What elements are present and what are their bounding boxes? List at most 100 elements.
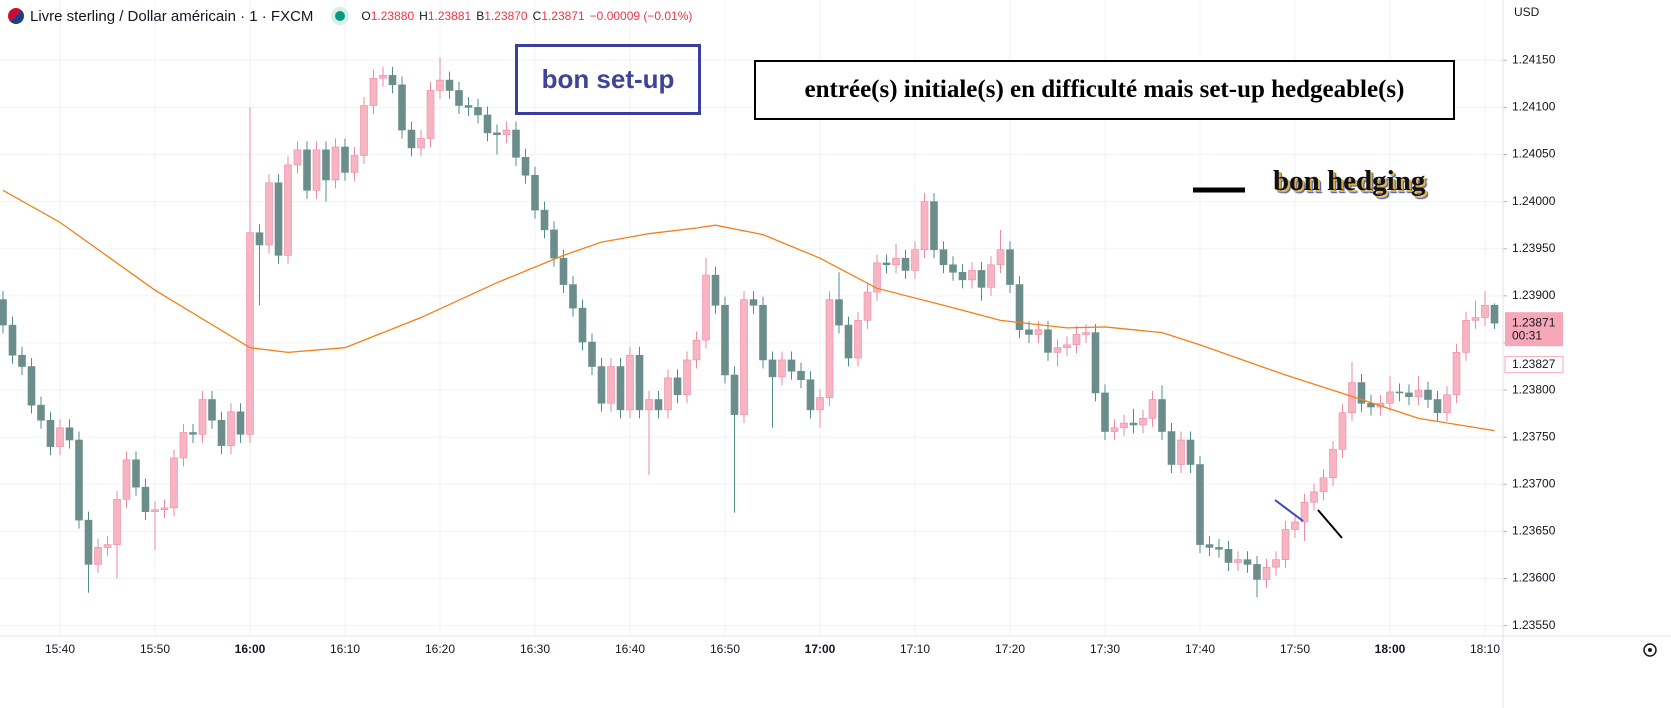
candle-body — [1139, 418, 1147, 426]
candle-body — [483, 114, 492, 134]
candle-body — [873, 262, 881, 293]
candle-body — [645, 399, 653, 411]
last-price-box — [1505, 312, 1563, 347]
candle-body — [521, 157, 530, 176]
candles — [0, 57, 1499, 598]
y-tick-label: 1.24050 — [1512, 147, 1556, 161]
candle-body — [1253, 564, 1261, 580]
candle-body — [1405, 392, 1413, 397]
x-tick-label: 16:10 — [330, 642, 360, 656]
candle-body — [122, 459, 131, 500]
candle-body — [303, 149, 311, 191]
quote-low: B1.23870 — [476, 9, 527, 23]
quote-value: 1.23871 — [541, 9, 585, 23]
candle-body — [949, 264, 957, 273]
candle-body — [1310, 491, 1318, 503]
symbol-icon — [8, 8, 24, 24]
candle-body — [37, 404, 45, 421]
candle-body — [236, 411, 245, 435]
candle-body — [540, 209, 549, 231]
settings-icon[interactable] — [1643, 643, 1657, 657]
candle-body — [1386, 391, 1394, 404]
y-tick-label: 1.23650 — [1512, 524, 1556, 538]
candle-body — [958, 272, 967, 281]
candle-body — [1053, 347, 1062, 353]
candle-body — [512, 129, 520, 158]
candle-body — [1205, 544, 1214, 548]
candle-body — [1196, 464, 1204, 545]
candle-body — [1462, 320, 1470, 353]
candle-body — [360, 105, 368, 156]
x-tick-label: 17:40 — [1185, 642, 1215, 656]
x-tick-label: 17:50 — [1280, 642, 1310, 656]
candle-body — [1015, 284, 1024, 331]
candle-body — [208, 399, 216, 421]
candle-body — [968, 270, 976, 281]
candle-body — [1034, 329, 1043, 335]
candle-body — [502, 129, 511, 136]
candle-body — [227, 411, 235, 446]
candle-body — [436, 79, 444, 91]
candle-body — [892, 257, 900, 266]
candle-body — [1272, 559, 1280, 568]
candle-body — [654, 399, 663, 411]
candle-body — [293, 149, 302, 166]
quote-key: O — [361, 9, 371, 23]
candle-body — [1158, 399, 1166, 432]
marker-price-box — [1504, 356, 1564, 374]
candle-body — [417, 138, 425, 149]
candle-body — [132, 459, 140, 488]
candle-body — [1443, 394, 1451, 413]
candle-body — [920, 201, 929, 250]
candle-body — [1319, 477, 1328, 493]
candle-body — [1082, 332, 1090, 335]
x-tick-label: 18:00 — [1375, 642, 1406, 656]
x-tick-label: 16:50 — [710, 642, 740, 656]
candle-body — [901, 257, 910, 271]
candle-body — [56, 427, 64, 447]
candle-body — [322, 149, 330, 181]
candle-body — [692, 339, 701, 361]
candle-body — [8, 324, 17, 356]
candle-body — [398, 84, 406, 131]
candle-body — [455, 90, 463, 106]
quote-open: O1.23880 — [361, 9, 414, 23]
candle-body — [844, 324, 853, 359]
quote-close: C1.23871 — [533, 9, 585, 23]
candle-body — [445, 79, 454, 91]
candle-body — [768, 359, 777, 378]
candle-body — [474, 107, 482, 116]
quote-key: B — [476, 9, 485, 23]
x-tick-label: 17:10 — [900, 642, 930, 656]
candle-body — [1091, 332, 1100, 394]
candle-body — [1300, 501, 1309, 523]
candle-body — [1424, 389, 1432, 400]
candle-body — [1177, 439, 1185, 465]
settings-icon-center — [1648, 648, 1652, 652]
candle-body — [1044, 329, 1052, 353]
candle-body — [1224, 549, 1233, 563]
candle-body — [626, 354, 634, 411]
last-price-label: 1.23871 — [1512, 315, 1556, 329]
candle-body — [388, 75, 397, 86]
setup-annotation: bon set-up — [515, 44, 701, 115]
candle-body — [607, 366, 615, 404]
candle-body — [616, 366, 625, 411]
candle-body — [1395, 391, 1404, 394]
x-tick-label: 18:10 — [1470, 642, 1500, 656]
black-trend-mark — [1317, 509, 1343, 539]
candle-body — [350, 155, 359, 173]
candle-body — [1072, 334, 1081, 346]
candle-body — [151, 509, 159, 512]
quote-change: −0.00009 (−0.01%) — [589, 9, 693, 23]
candle-body — [930, 201, 938, 250]
y-tick-label: 1.23800 — [1512, 382, 1556, 396]
x-tick-label: 17:00 — [805, 642, 836, 656]
candle-body — [1215, 547, 1223, 550]
candle-body — [179, 432, 188, 459]
candle-body — [1357, 382, 1366, 404]
candle-body — [312, 149, 321, 191]
candle-body — [284, 164, 292, 256]
symbol-title[interactable]: Livre sterling / Dollar américain · 1 · … — [30, 7, 314, 25]
candle-body — [1186, 439, 1195, 465]
